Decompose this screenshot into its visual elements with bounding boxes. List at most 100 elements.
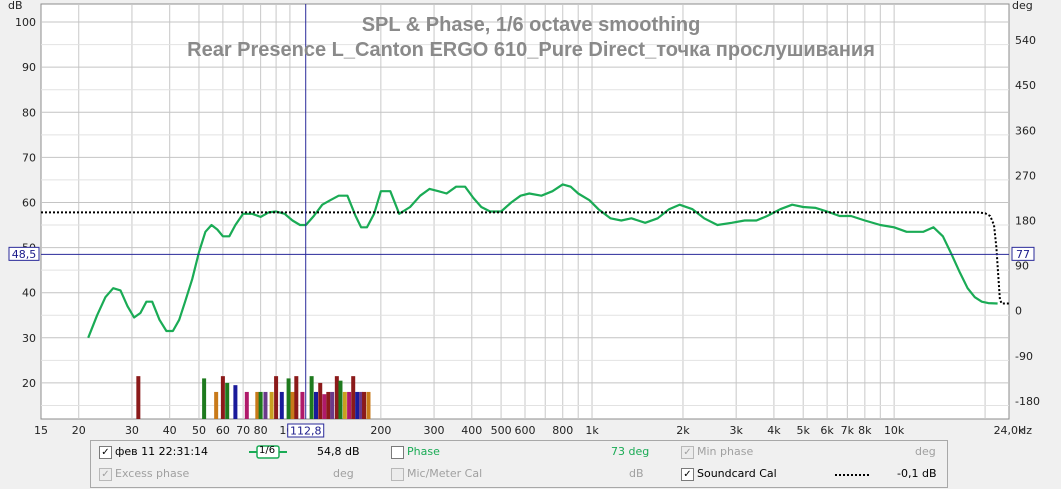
x-tick-label: 20 <box>72 424 86 437</box>
resonance-marker-bar <box>136 376 141 419</box>
y2-tick-label: 450 <box>1015 79 1036 92</box>
soundcard-cal-line-swatch <box>835 474 871 476</box>
y-tick-label: 70 <box>22 151 36 164</box>
x-axis-unit: Hz <box>1018 424 1032 437</box>
cursor-x-readout-box <box>287 423 325 438</box>
excess-phase-checkbox[interactable]: ✓ <box>99 468 112 481</box>
x-tick-label: 50 <box>192 424 206 437</box>
y2-tick-label: 360 <box>1015 124 1036 137</box>
resonance-marker-bar <box>258 391 263 419</box>
soundcard-cal-value: -0,1 dB <box>897 467 937 480</box>
spl-trace <box>87 183 998 339</box>
x-tick-label: 15 <box>34 424 48 437</box>
resonance-marker-bar <box>279 391 284 419</box>
resonance-marker-bar <box>318 382 323 419</box>
resonance-marker-bar <box>338 380 343 419</box>
y2-tick-label: 0 <box>1015 305 1022 318</box>
resonance-marker-bar <box>322 394 327 419</box>
resonance-marker-bar <box>366 391 371 419</box>
y2-tick-label: 90 <box>1015 260 1029 273</box>
x-tick-label: 70 <box>236 424 250 437</box>
resonance-marker-bar <box>351 376 356 419</box>
mic-meter-cal-checkbox[interactable] <box>391 468 404 481</box>
x-tick-label: 600 <box>515 424 536 437</box>
resonance-marker-bar <box>342 391 347 419</box>
x-tick-label: 8k <box>858 424 872 437</box>
excess-phase-label[interactable]: Excess phase <box>115 467 190 480</box>
resonance-marker-bar <box>309 376 314 419</box>
resonance-marker-bar <box>355 391 360 419</box>
measurement-checkbox[interactable]: ✓ <box>99 446 112 459</box>
cursor-y-readout-box <box>8 246 40 261</box>
y-tick-label: 90 <box>22 61 36 74</box>
chart-title: SPL & Phase, 1/6 octave smoothing <box>362 14 701 36</box>
soundcard-cal-trace <box>41 211 1009 305</box>
resonance-marker-bar <box>300 391 305 419</box>
resonance-marker-bar <box>220 376 225 419</box>
smoothing-badge[interactable]: 1/6 <box>259 445 276 456</box>
soundcard-cal-checkbox[interactable]: ✓ <box>681 468 694 481</box>
x-tick-label: 4k <box>767 424 781 437</box>
resonance-marker-bar <box>294 376 299 419</box>
x-tick-label: 10k <box>884 424 905 437</box>
measurement-line-swatch <box>249 445 287 459</box>
excess-phase-value: deg <box>333 467 354 480</box>
x-tick-label: 800 <box>552 424 573 437</box>
mic-meter-cal-value: dB <box>629 467 644 480</box>
x-tick-label: 200 <box>370 424 391 437</box>
resonance-marker-bar <box>263 391 268 419</box>
x-tick-label: 300 <box>424 424 445 437</box>
x-tick-label: 24,0k <box>994 424 1025 437</box>
x-tick-label: 500 <box>491 424 512 437</box>
x-tick-label: 40 <box>163 424 177 437</box>
spl-phase-chart: AUDIOFACTOR.RU 1520304050607080100200300… <box>8 0 1040 438</box>
min-phase-checkbox[interactable]: ✓ <box>681 446 694 459</box>
left-axis-unit: dB <box>8 0 23 12</box>
y-tick-label: 80 <box>22 106 36 119</box>
legend-panel: ✓ фев 11 22:31:14 1/6 54,8 dB Phase 73 d… <box>90 440 948 488</box>
y-tick-label: 60 <box>22 196 36 209</box>
y2-tick-label: -180 <box>1015 395 1040 408</box>
y2-tick-label: 270 <box>1015 169 1036 182</box>
measurement-label[interactable]: фев 11 22:31:14 <box>115 445 209 458</box>
resonance-marker-bar <box>330 391 335 419</box>
resonance-marker-bar <box>362 391 367 419</box>
resonance-marker-bar <box>359 391 364 419</box>
y-tick-label: 30 <box>22 332 36 345</box>
mic-meter-cal-label[interactable]: Mic/Meter Cal <box>407 467 483 480</box>
y-tick-label: 40 <box>22 287 36 300</box>
right-axis-unit: deg <box>1012 0 1033 12</box>
resonance-marker-bar <box>225 382 230 419</box>
x-tick-label: 400 <box>461 424 482 437</box>
resonance-marker-bar <box>326 391 331 419</box>
resonance-marker-bar <box>347 391 352 419</box>
resonance-marker-bar <box>290 391 295 419</box>
y2-tick-label: -90 <box>1015 350 1033 363</box>
cursor-y2-readout: 77 <box>1016 248 1030 261</box>
x-tick-label: 80 <box>254 424 268 437</box>
soundcard-cal-label[interactable]: Soundcard Cal <box>697 467 777 480</box>
x-tick-label: 2k <box>676 424 690 437</box>
min-phase-label[interactable]: Min phase <box>697 445 754 458</box>
resonance-marker-bar <box>334 376 339 419</box>
resonance-marker-bar <box>255 391 260 419</box>
cursor-x-readout: 112,8 <box>290 425 322 438</box>
x-tick-label: 30 <box>125 424 139 437</box>
phase-value: 73 deg <box>611 445 650 458</box>
y-tick-label: 20 <box>22 377 36 390</box>
resonance-marker-bar <box>274 376 279 419</box>
resonance-marker-bar <box>202 378 207 419</box>
x-tick-label: 60 <box>216 424 230 437</box>
phase-label[interactable]: Phase <box>407 445 440 458</box>
cursor-y2-readout-box <box>1011 246 1035 261</box>
x-tick-label: 1k <box>585 424 599 437</box>
resonance-marker-bar <box>286 378 291 419</box>
min-phase-value: deg <box>915 445 936 458</box>
phase-checkbox[interactable] <box>391 446 404 459</box>
x-tick-label: 6k <box>820 424 834 437</box>
resonance-marker-bar <box>244 391 249 419</box>
x-tick-label: 7k <box>841 424 855 437</box>
x-tick-label: 5k <box>797 424 811 437</box>
resonance-marker-bar <box>214 391 219 419</box>
y2-tick-label: 540 <box>1015 34 1036 47</box>
